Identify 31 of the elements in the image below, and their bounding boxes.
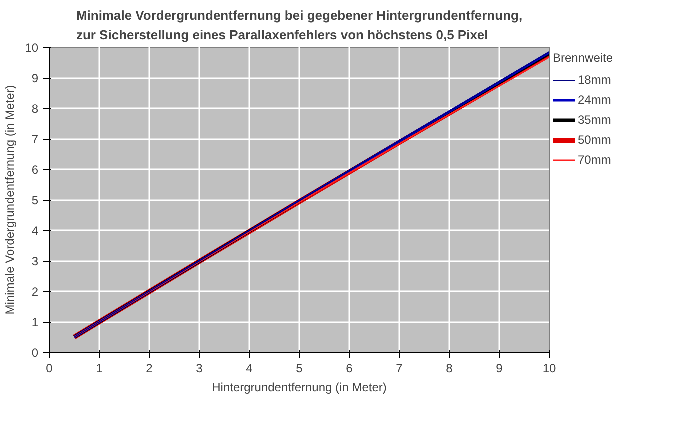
x-tick-label: 10 (542, 362, 556, 376)
y-tick-label: 6 (32, 163, 39, 177)
y-tick-label: 2 (32, 285, 39, 299)
x-tick-label: 2 (146, 362, 154, 376)
x-tick-label: 7 (396, 362, 404, 376)
x-tick-label: 4 (246, 362, 254, 376)
y-tick-label: 1 (32, 316, 39, 330)
legend-label: 70mm (578, 153, 612, 167)
x-tick-label: 1 (96, 362, 104, 376)
legend-title: Brennweite (553, 51, 614, 65)
x-tick-label: 6 (346, 362, 354, 376)
y-tick-label: 3 (32, 254, 39, 268)
x-tick-label: 0 (46, 362, 54, 376)
y-tick-label: 9 (32, 72, 39, 86)
legend-label: 18mm (578, 73, 612, 87)
y-tick-label: 10 (25, 41, 39, 55)
y-tick-label: 8 (32, 102, 39, 116)
x-tick-label: 8 (446, 362, 454, 376)
x-tick-label: 9 (496, 362, 504, 376)
y-tick-label: 5 (32, 194, 39, 208)
x-tick-label: 3 (196, 362, 204, 376)
legend-label: 24mm (578, 93, 612, 107)
y-axis-title: Minimale Vordergrundentfernung (in Meter) (3, 85, 18, 315)
chart-title: Minimale Vordergrundentfernung bei gegebener Hintergrundentfernung, zur Sicherstellung eines Parallaxenfehlers von höchstens 0,5 Pixel (76, 8, 523, 42)
y-tick-label: 0 (32, 346, 39, 360)
y-tick-label: 4 (32, 224, 39, 238)
legend-label: 35mm (578, 113, 612, 127)
x-axis-title: Hintergrundentfernung (in Meter) (212, 380, 387, 394)
y-tick-label: 7 (32, 132, 39, 146)
x-tick-label: 5 (296, 362, 304, 376)
legend-label: 50mm (578, 133, 612, 147)
